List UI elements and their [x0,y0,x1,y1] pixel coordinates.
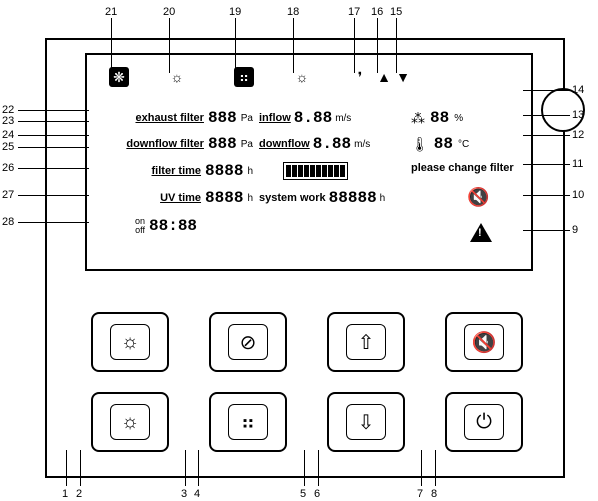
row-downflow-filter: downflow filter 888 Pa [93,135,253,153]
unit: h [247,193,253,204]
unit: h [380,193,386,204]
callout-23: 23 [2,115,14,127]
callout-21: 21 [105,6,117,18]
mute-button-glyph: 🔇 [464,324,504,360]
please-change-filter: please change filter [411,162,514,174]
callout-7: 7 [417,488,423,500]
mute-icon: 🔇 [467,187,489,208]
value: 888 [208,109,237,127]
uv-button-glyph: ☼ [110,324,150,360]
uv-button[interactable]: ☼ [91,312,169,372]
callout-8: 8 [431,488,437,500]
callout-1: 1 [62,488,68,500]
row-downflow: downflow8.88m/s [259,135,370,153]
label: filter time [152,165,202,177]
value: 88888 [329,189,377,207]
fan-button-glyph: ⊘ [228,324,268,360]
down-button-glyph: ⇩ [346,404,386,440]
callout-26: 26 [2,162,14,174]
label: downflow filter [126,138,204,150]
control-panel: ❋☼⠶☼❜▲▼exhaust filter888Padownflow filte… [45,38,565,478]
value: 88 [430,109,449,127]
callout-9: 9 [572,224,578,236]
onoff-timer: onoff 88:88 [135,217,197,235]
label: system work [259,192,326,204]
bar-indicator [283,162,348,180]
callout-11: 11 [572,158,583,170]
unit: Pa [241,139,253,150]
up-button-glyph: ⇧ [346,324,386,360]
system-work-row: system work88888h [259,189,385,207]
callout-15: 15 [390,6,402,18]
lcd-display: ❋☼⠶☼❜▲▼exhaust filter888Padownflow filte… [85,53,533,271]
value: 8888 [205,189,243,207]
light-button[interactable]: ☼ [91,392,169,452]
unit: m/s [354,139,370,150]
callout-19: 19 [229,6,241,18]
callout-4: 4 [194,488,200,500]
footprint-icon: ❜ [350,67,370,87]
socket-button-glyph: ⠶ [228,404,268,440]
callout-12: 12 [572,129,584,141]
light-button-glyph: ☼ [110,404,150,440]
row-inflow: inflow8.88m/s [259,109,351,127]
onoff-value: 88:88 [149,217,197,235]
row-UV-time: UV time 8888 h [93,189,253,207]
value: 88 [434,135,453,153]
label: downflow [259,138,310,150]
mute-button[interactable]: 🔇 [445,312,523,372]
callout-28: 28 [2,216,14,228]
value: 8.88 [294,109,332,127]
callout-13: 13 [572,109,584,121]
callout-18: 18 [287,6,299,18]
callout-14: 14 [572,84,584,96]
callout-24: 24 [2,129,14,141]
unit: m/s [335,113,351,124]
unit: % [454,113,463,124]
callout-17: 17 [348,6,360,18]
callout-25: 25 [2,141,14,153]
callout-5: 5 [300,488,306,500]
label: exhaust filter [135,112,203,124]
row-filter-time: filter time8888 h [93,162,253,180]
fan-icon: ❋ [109,67,129,87]
unit: h [247,166,253,177]
fan-button[interactable]: ⊘ [209,312,287,372]
bulb2-icon: ☼ [292,67,312,87]
row-exhaust-filter: exhaust filter 888 Pa [93,109,253,127]
callout-16: 16 [371,6,383,18]
row-therm: 🌡 88 °C [411,135,469,153]
unit: °C [458,139,469,150]
therm-icon: 🌡 [411,136,429,153]
power-button[interactable]: ⏻ [445,392,523,452]
label: inflow [259,112,291,124]
drops-icon: ⁂ [411,110,425,127]
callout-10: 10 [572,189,584,201]
callout-20: 20 [163,6,175,18]
socket-button[interactable]: ⠶ [209,392,287,452]
onoff-label: onoff [135,217,145,235]
row-drops: ⁂ 88% [411,109,463,127]
down-button[interactable]: ⇩ [327,392,405,452]
up-button[interactable]: ⇧ [327,312,405,372]
label: UV time [160,192,201,204]
callout-3: 3 [181,488,187,500]
value: 8.88 [313,135,351,153]
callout-27: 27 [2,189,14,201]
value: 888 [208,135,237,153]
bulb1-icon: ☼ [167,67,187,87]
socket-icon: ⠶ [234,67,254,87]
callout-6: 6 [314,488,320,500]
callout-2: 2 [76,488,82,500]
warning-icon: ! [470,223,492,242]
value: 8888 [205,162,243,180]
power-button-glyph: ⏻ [464,404,504,440]
unit: Pa [241,113,253,124]
